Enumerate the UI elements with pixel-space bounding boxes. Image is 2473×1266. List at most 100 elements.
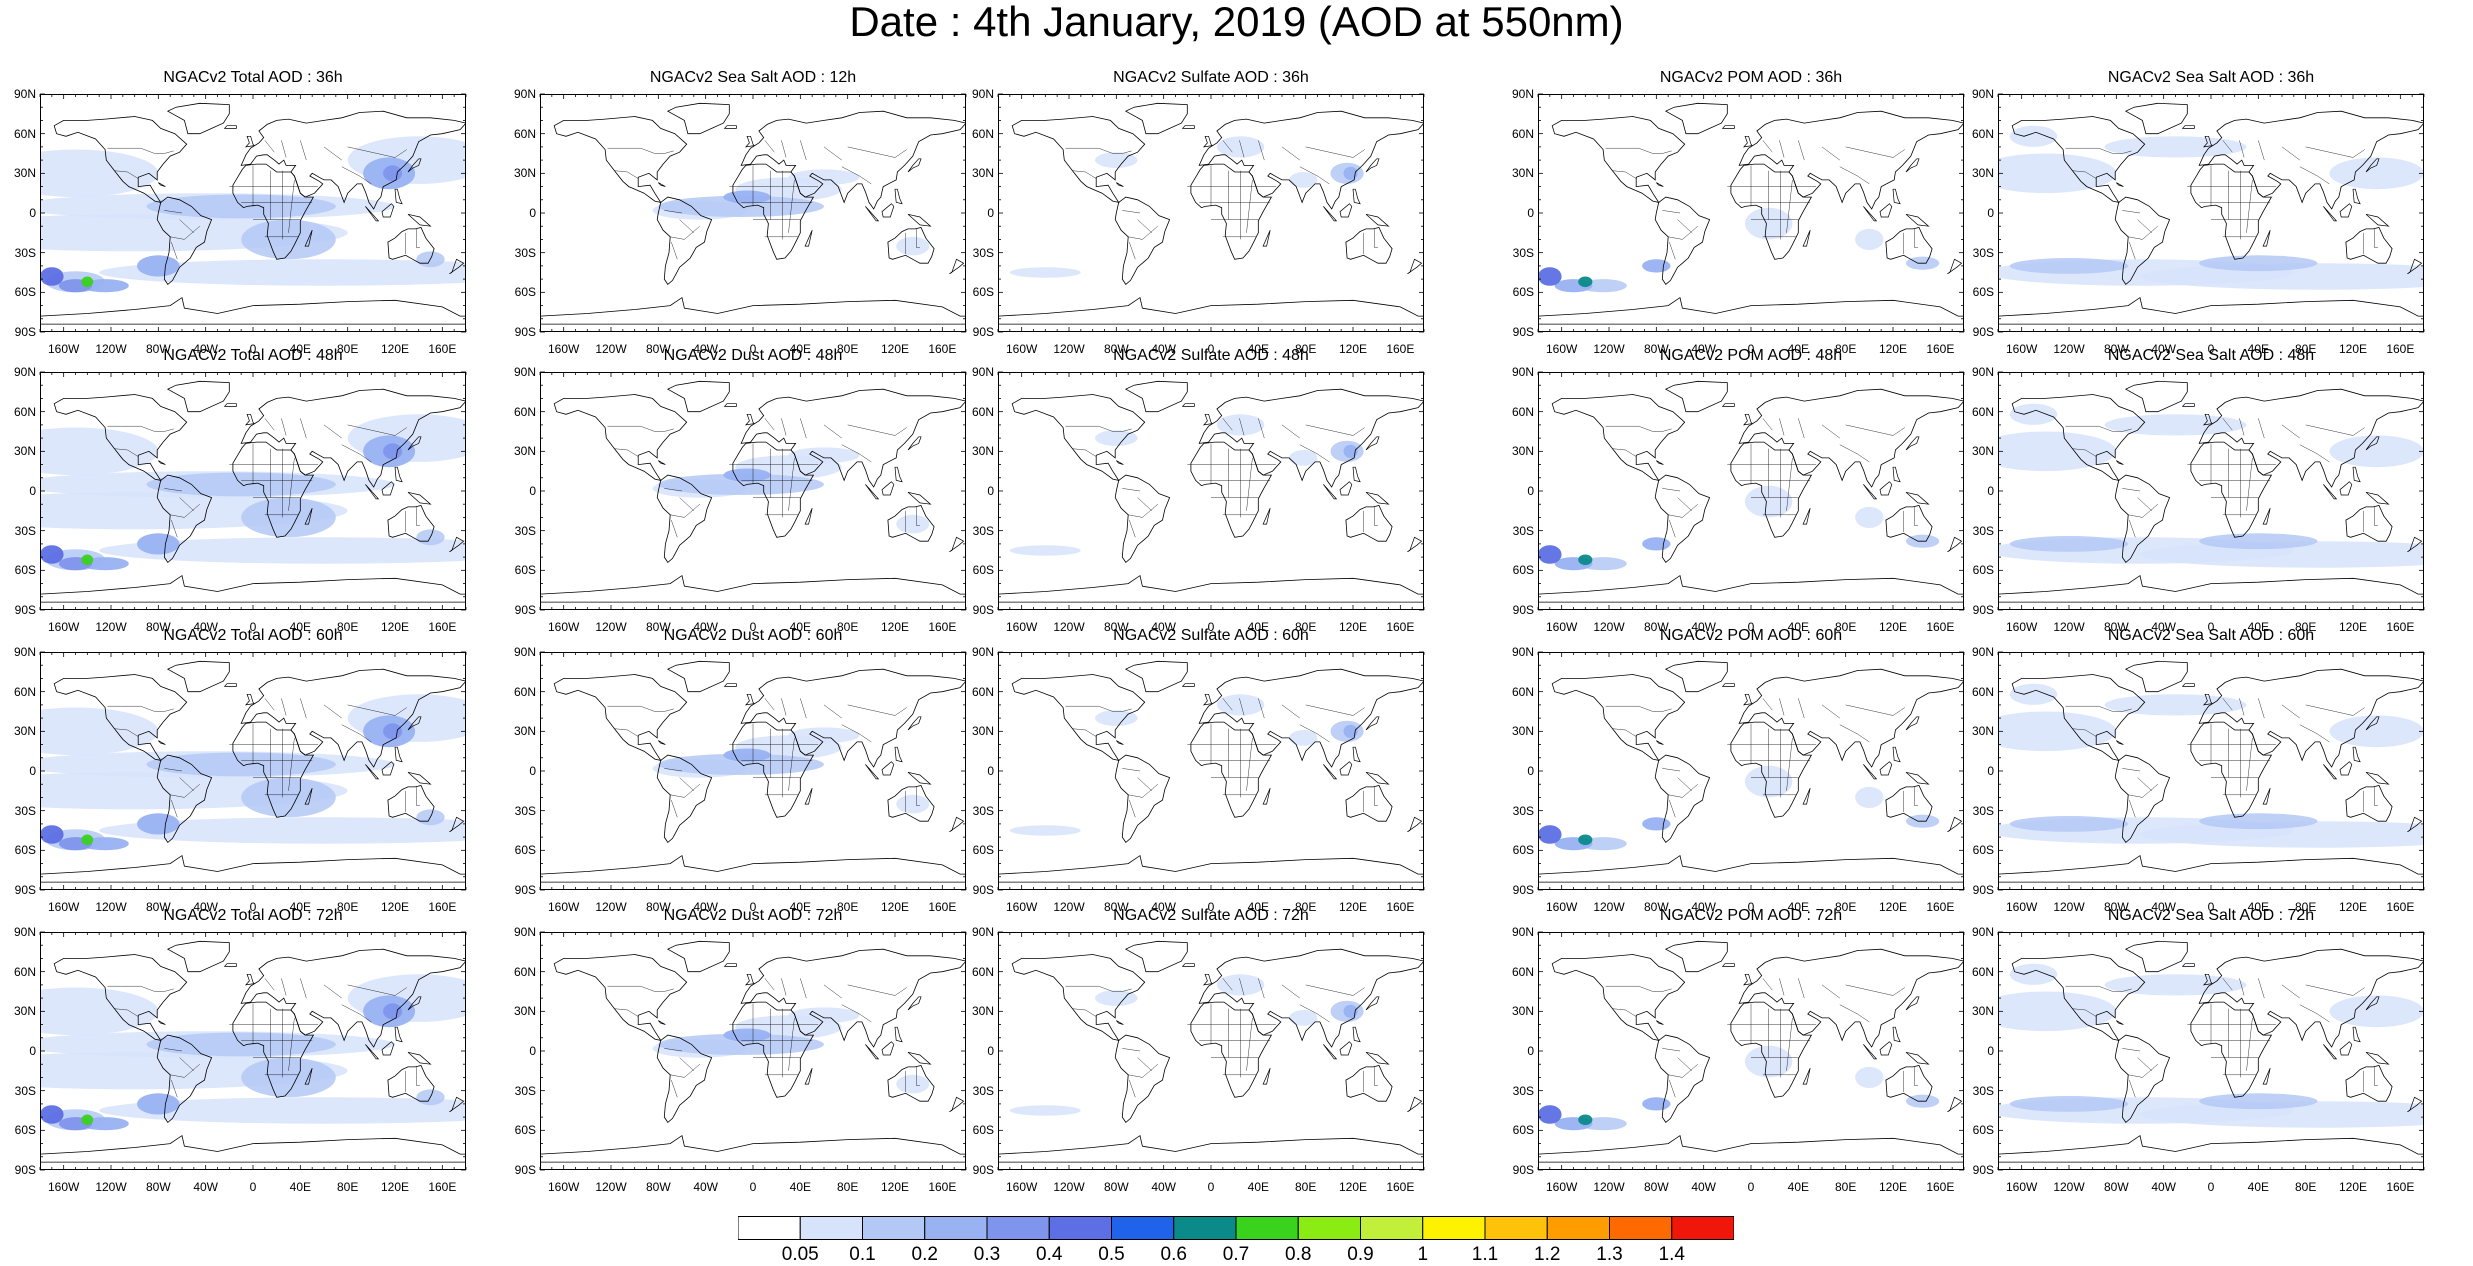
panel-title: NGACv2 Sea Salt AOD : 12h (649, 69, 857, 86)
island-coastline (881, 761, 895, 776)
aod-plume (1343, 724, 1358, 738)
country-border (2122, 1048, 2141, 1052)
coastline (998, 854, 1424, 883)
coastline (1664, 660, 1728, 693)
country-border (607, 986, 674, 992)
country-border (170, 226, 200, 240)
country-border (1222, 140, 1233, 153)
coastline (387, 505, 435, 542)
longitude-label: 120E (380, 342, 410, 356)
aod-plume (383, 723, 403, 740)
coastline (1538, 296, 1964, 325)
island-coastline (407, 1051, 432, 1065)
aod-plume (40, 267, 64, 286)
longitude-label: 40E (789, 1180, 811, 1194)
country-border (916, 786, 920, 806)
longitude-label: 160W (1545, 1180, 1578, 1194)
coastline (2198, 388, 2424, 488)
coastline (666, 940, 730, 973)
aod-plume (788, 169, 860, 186)
coastline (1654, 754, 1711, 843)
country-border (1612, 1008, 1637, 1017)
colorbar-swatch (738, 1216, 801, 1240)
island-coastline (1802, 1068, 1811, 1085)
country-border (2258, 418, 2265, 439)
country-border (1299, 166, 1330, 185)
longitude-label: 120E (1878, 900, 1908, 914)
country-border (1239, 140, 1245, 158)
country-border (1612, 448, 1637, 457)
country-border (670, 504, 700, 518)
aod-plume (1998, 431, 2117, 472)
longitude-label: 80W (145, 900, 171, 914)
coastline (740, 668, 966, 768)
country-border (1669, 520, 1676, 538)
country-border (1677, 219, 1692, 233)
country-border (800, 140, 807, 161)
island-coastline (1947, 536, 1963, 553)
coastline (156, 1034, 213, 1123)
longitude-label: 40W (1691, 1180, 1716, 1194)
latitude-label: 90S (514, 883, 536, 897)
country-border (1821, 984, 1840, 999)
latitude-label: 90N (1511, 645, 1534, 659)
colorbar-swatch (986, 1216, 1050, 1240)
aod-plume (1998, 991, 2117, 1032)
latitude-label: 60S (514, 563, 536, 578)
coastline (1198, 668, 1424, 768)
aod-plume (1642, 817, 1671, 831)
aod-plume (383, 165, 403, 182)
island-coastline (2365, 213, 2390, 227)
country-border (1128, 1064, 1158, 1078)
longitude-label: 120W (95, 342, 127, 356)
country-border (323, 984, 342, 999)
island-coastline (407, 491, 432, 505)
longitude-label: 120E (380, 900, 410, 914)
island-coastline (407, 158, 422, 173)
colorbar-swatch (862, 1216, 926, 1240)
latitude-label: 0 (29, 1044, 36, 1058)
aod-plume (1998, 711, 2117, 752)
country-border (916, 1066, 920, 1086)
longitude-label: 160E (428, 342, 457, 356)
longitude-label: 120E (880, 1180, 910, 1194)
island-coastline (1892, 1026, 1901, 1043)
country-border (781, 978, 787, 996)
latitude-label: 60N (1971, 684, 1994, 699)
country-border (679, 219, 694, 233)
longitude-label: 80E (1834, 620, 1857, 634)
latitude-label: 90S (972, 1163, 994, 1177)
country-border (1281, 704, 1300, 719)
country-border (114, 448, 139, 457)
country-border (171, 800, 178, 818)
panel-title: NGACv2 Dust AOD : 72h (663, 907, 843, 924)
country-border (164, 488, 183, 492)
island-coastline (1365, 716, 1380, 731)
coastline (1345, 785, 1393, 822)
aod-plume (1538, 267, 1562, 286)
island-coastline (449, 536, 465, 553)
aod-plume (99, 537, 466, 564)
latitude-label: 60N (1511, 684, 1534, 699)
coastline (887, 785, 935, 822)
island-coastline (1181, 125, 1195, 129)
latitude-label: 90N (971, 645, 994, 659)
island-coastline (2339, 203, 2353, 218)
country-border (2122, 768, 2141, 772)
world-map (997, 931, 1425, 1171)
country-border (1662, 1048, 1681, 1052)
longitude-label: 160E (1386, 342, 1415, 356)
world-map (39, 651, 467, 891)
island-coastline (907, 213, 932, 227)
latitude-label: 90S (1972, 603, 1994, 617)
latitude-label: 90S (514, 1163, 536, 1177)
island-coastline (1116, 1020, 1124, 1025)
panel-title: NGACv2 Dust AOD : 60h (663, 627, 843, 644)
country-border (764, 698, 775, 711)
island-coastline (658, 1020, 666, 1025)
coastline (2345, 227, 2393, 264)
coastline (1114, 474, 1171, 563)
longitude-label: 0 (1207, 900, 1215, 914)
island-coastline (865, 206, 880, 222)
coastline (1198, 110, 1424, 210)
